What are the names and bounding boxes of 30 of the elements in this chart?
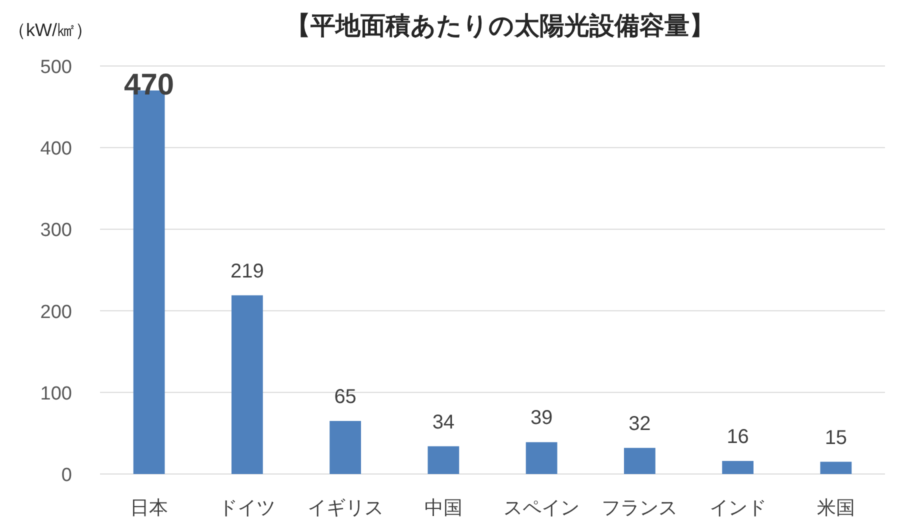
y-tick-label: 100 bbox=[40, 383, 72, 404]
y-tick-label: 0 bbox=[61, 465, 72, 486]
x-tick-label: 日本 bbox=[130, 498, 168, 519]
data-label: 219 bbox=[230, 260, 264, 282]
x-tick-label: 米国 bbox=[816, 498, 855, 519]
x-tick-label: フランス bbox=[602, 498, 678, 519]
bar bbox=[231, 295, 263, 474]
x-tick-label: スペイン bbox=[504, 498, 580, 519]
x-tick-label: ドイツ bbox=[218, 498, 276, 519]
data-label: 65 bbox=[334, 386, 356, 408]
x-tick-label: インド bbox=[709, 498, 766, 519]
x-tick-label: 中国 bbox=[424, 498, 462, 519]
y-axis-title: （kW/㎢） bbox=[8, 20, 93, 40]
data-label: 15 bbox=[824, 426, 848, 449]
data-label: 34 bbox=[432, 411, 455, 434]
y-tick-label: 400 bbox=[40, 138, 72, 160]
data-label: 32 bbox=[628, 412, 651, 435]
bar bbox=[428, 446, 460, 474]
data-label: 16 bbox=[726, 426, 749, 448]
bar bbox=[624, 448, 656, 474]
y-tick-label: 300 bbox=[40, 220, 72, 242]
y-tick-label: 200 bbox=[40, 302, 72, 323]
bar bbox=[330, 420, 362, 474]
bar bbox=[722, 460, 754, 474]
chart-title: 【平地面積あたりの太陽光設備容量】 bbox=[286, 12, 714, 40]
bar bbox=[820, 462, 852, 474]
y-tick-label: 500 bbox=[40, 57, 72, 78]
bar bbox=[526, 442, 558, 474]
data-label: 39 bbox=[530, 407, 553, 430]
x-tick-label: イギリス bbox=[307, 498, 384, 519]
